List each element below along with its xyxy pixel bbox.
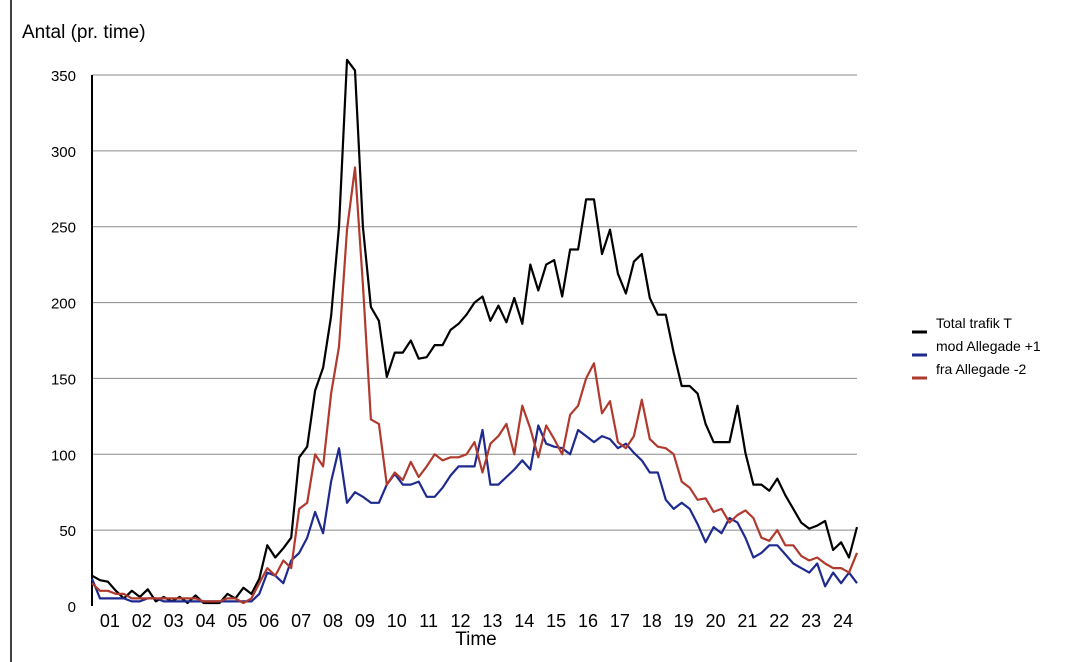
x-tick-label: 08 xyxy=(323,611,343,631)
x-tick-label: 23 xyxy=(801,611,821,631)
y-tick-label: 200 xyxy=(51,296,76,313)
series-lines xyxy=(90,58,859,605)
x-tick-label: 14 xyxy=(514,611,534,631)
x-tick-label: 02 xyxy=(132,611,152,631)
x-tick-label: 04 xyxy=(195,611,215,631)
x-axis-title: Time xyxy=(455,629,497,650)
x-axis-ticks: 01 02 03 04 05 06 07 08 09 10 11 12 13 14 15 16 17 18 19 20… xyxy=(100,611,853,631)
legend-label: fra Allegade -2 xyxy=(936,361,1026,377)
y-tick-label: 0 xyxy=(68,599,76,616)
legend: Total trafik T mod Allegade +1 fra Allegad… xyxy=(912,315,1041,380)
legend-label: Total trafik T xyxy=(936,315,1012,331)
x-tick-label: 07 xyxy=(291,611,311,631)
y-tick-label: 350 xyxy=(51,68,76,85)
legend-label: mod Allegade +1 xyxy=(936,338,1041,354)
y-tick-label: 100 xyxy=(51,447,76,464)
y-axis-ticks: 0 50 100 150 200 250 300 350 xyxy=(51,68,76,616)
x-tick-label: 16 xyxy=(578,611,598,631)
x-tick-label: 03 xyxy=(164,611,184,631)
x-tick-label: 19 xyxy=(674,611,694,631)
x-tick-label: 22 xyxy=(769,611,789,631)
y-tick-label: 50 xyxy=(59,523,76,540)
y-tick-label: 250 xyxy=(51,220,76,237)
x-tick-label: 12 xyxy=(450,611,470,631)
x-tick-label: 10 xyxy=(387,611,407,631)
x-tick-label: 24 xyxy=(833,611,853,631)
x-tick-label: 18 xyxy=(642,611,662,631)
x-tick-label: 17 xyxy=(610,611,630,631)
y-axis-title: Antal (pr. time) xyxy=(22,22,146,43)
y-tick-label: 150 xyxy=(51,371,76,388)
x-tick-label: 21 xyxy=(737,611,757,631)
x-tick-label: 05 xyxy=(227,611,247,631)
x-tick-label: 09 xyxy=(355,611,375,631)
x-tick-label: 06 xyxy=(259,611,279,631)
y-tick-label: 300 xyxy=(51,144,76,161)
x-tick-label: 11 xyxy=(419,611,438,631)
x-tick-label: 20 xyxy=(705,611,725,631)
x-tick-label: 01 xyxy=(100,611,120,631)
series-line-1 xyxy=(91,58,859,605)
series-line-3 xyxy=(91,166,859,605)
x-tick-label: 15 xyxy=(546,611,566,631)
x-tick-label: 13 xyxy=(482,611,502,631)
